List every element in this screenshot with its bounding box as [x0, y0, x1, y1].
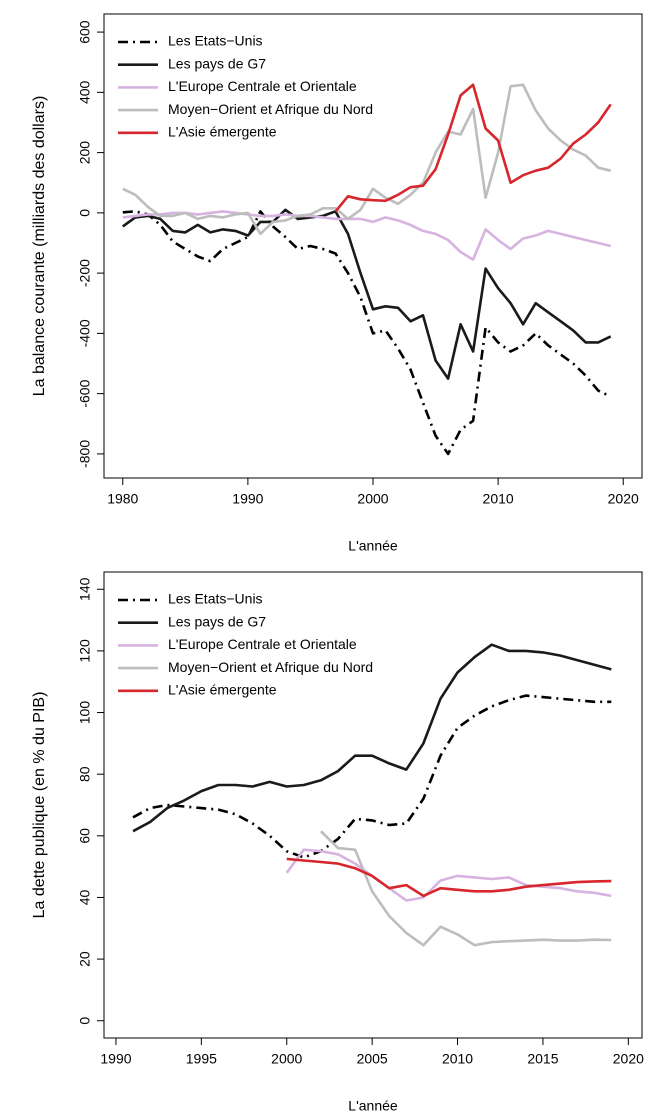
y-tick-label: 400 — [77, 80, 93, 104]
x-tick-label: 1990 — [100, 1051, 131, 1067]
y-tick-label: 200 — [77, 141, 93, 165]
series-line — [132, 643, 612, 833]
y-tick-label: -200 — [77, 259, 93, 287]
legend-label: L'Europe Centrale et Orientale — [168, 78, 357, 94]
legend-label: L'Asie émergente — [168, 124, 277, 140]
series-line — [122, 210, 612, 456]
x-tick-label: 2020 — [608, 491, 639, 507]
y-tick-label: 100 — [77, 701, 93, 725]
x-tick-label: 2000 — [271, 1051, 302, 1067]
legend-label: Moyen−Orient et Afrique du Nord — [168, 101, 373, 117]
series-line — [319, 830, 612, 947]
x-tick-label: 2010 — [483, 491, 514, 507]
x-axis-label: L'année — [348, 538, 398, 554]
x-tick-label: 2005 — [357, 1051, 388, 1067]
y-axis-label: La dette publique (en % du PIB) — [31, 692, 48, 919]
y-tick-label: -600 — [77, 379, 93, 407]
legend-label: L'Europe Centrale et Orientale — [168, 636, 357, 652]
series-line — [285, 848, 612, 902]
x-tick-label: 2000 — [357, 491, 388, 507]
x-tick-label: 1995 — [186, 1051, 217, 1067]
y-tick-label: 20 — [77, 951, 93, 967]
y-tick-label: 120 — [77, 639, 93, 663]
y-tick-label: 600 — [77, 20, 93, 44]
y-tick-label: 80 — [77, 766, 93, 782]
legend-label: Moyen−Orient et Afrique du Nord — [168, 659, 373, 675]
series-line — [122, 210, 612, 261]
x-tick-label: 2010 — [442, 1051, 473, 1067]
legend-label: L'Asie émergente — [168, 682, 277, 698]
x-tick-label: 2020 — [613, 1051, 644, 1067]
series-line — [286, 857, 612, 898]
series-line — [132, 694, 612, 859]
y-tick-label: 140 — [77, 577, 93, 601]
y-tick-label: 40 — [77, 889, 93, 905]
y-tick-label: -800 — [77, 440, 93, 468]
legend-label: Les Etats−Unis — [168, 33, 263, 49]
series-line — [334, 83, 612, 213]
legend-label: Les pays de G7 — [168, 613, 266, 629]
x-tick-label: 1990 — [232, 491, 263, 507]
legend-label: Les Etats−Unis — [168, 591, 263, 607]
y-axis-label: La balance courante (milliards des dolla… — [31, 96, 48, 397]
y-tick-label: 0 — [77, 1017, 93, 1025]
x-tick-label: 1980 — [107, 491, 138, 507]
y-tick-label: 60 — [77, 828, 93, 844]
legend-label: Les pays de G7 — [168, 55, 266, 71]
y-tick-label: -400 — [77, 319, 93, 347]
plot-box — [103, 571, 643, 1039]
series-line — [122, 208, 612, 380]
y-tick-label: 0 — [77, 209, 93, 217]
x-axis-label: L'année — [348, 1098, 398, 1113]
x-tick-label: 2015 — [527, 1051, 558, 1067]
